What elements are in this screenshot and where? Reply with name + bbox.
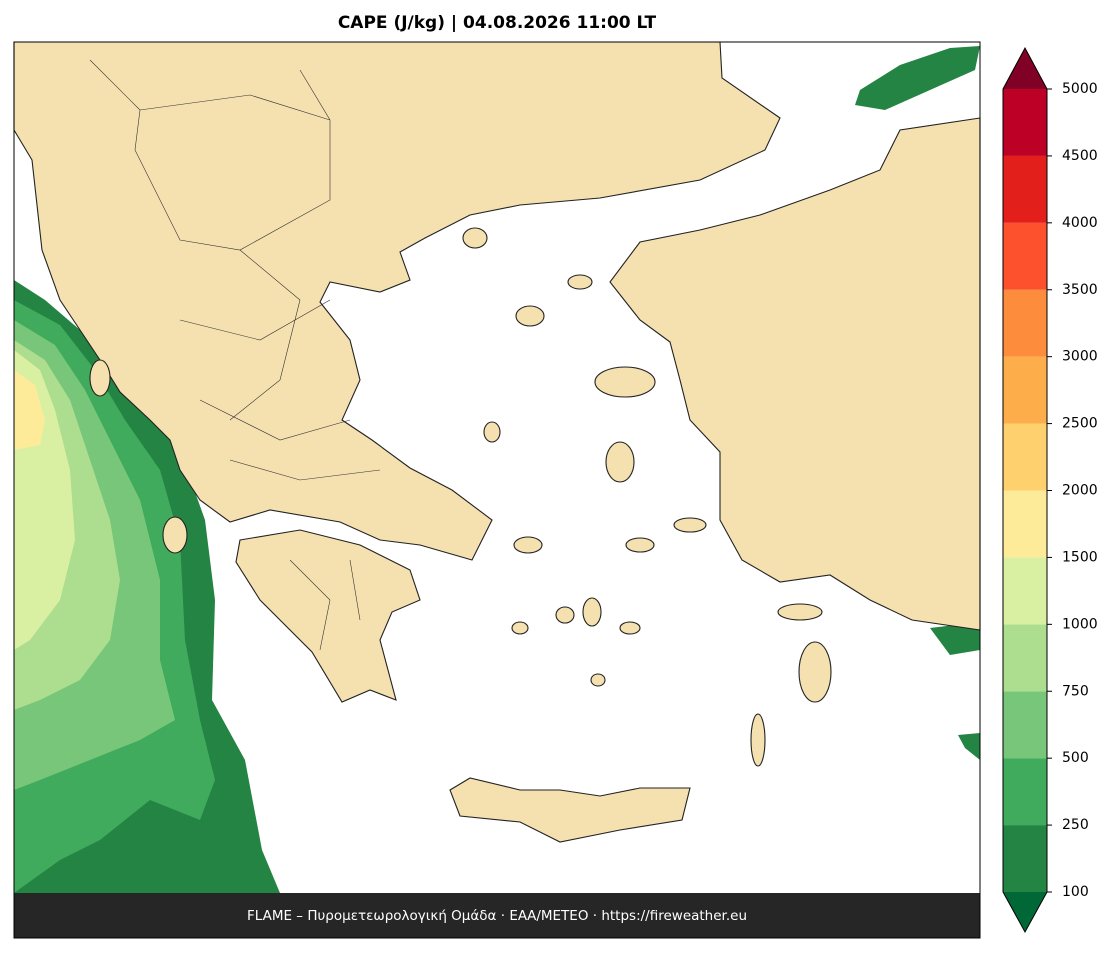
colorbar-bin	[1003, 758, 1047, 826]
map-frame	[13, 41, 981, 939]
colorbar-tick-label: 3000	[1062, 349, 1098, 365]
region-border	[89, 59, 381, 651]
footer-band	[14, 893, 980, 938]
island	[513, 536, 543, 554]
colorbar-extend-under	[1003, 892, 1047, 932]
footer-text: FLAME – Πυρομετεωρολογική Ομάδα · ΕΑΑ/ME…	[247, 908, 747, 924]
colorbar-bin	[1003, 490, 1047, 558]
colorbar-tick-label: 2500	[1062, 416, 1098, 432]
island	[590, 673, 606, 687]
land-balkans	[13, 41, 781, 561]
colorbar-tick-label: 1500	[1062, 549, 1098, 565]
colorbar-tick-label: 4500	[1062, 148, 1098, 164]
colorbar-bin	[1003, 624, 1047, 692]
island	[483, 421, 501, 443]
colorbar-tick-label: 4000	[1062, 215, 1098, 231]
colorbar-tick-label: 3500	[1062, 282, 1098, 298]
cape-area	[930, 622, 980, 655]
island	[462, 227, 488, 249]
island	[567, 274, 593, 290]
colorbar-tick-label: 1000	[1062, 616, 1098, 632]
colorbar-bin	[1003, 289, 1047, 357]
island	[673, 517, 707, 533]
land-peloponnese	[235, 529, 421, 703]
cape-area	[958, 733, 980, 760]
cape-area	[855, 46, 980, 110]
island	[511, 621, 529, 635]
colorbar-bin	[1003, 423, 1047, 491]
colorbar-tick-label: 250	[1062, 817, 1089, 833]
island	[582, 597, 602, 627]
colorbar-tick-label: 100	[1062, 884, 1089, 900]
island	[555, 606, 575, 624]
colorbar-bin	[1003, 356, 1047, 424]
island	[619, 621, 641, 635]
island	[798, 641, 832, 703]
island	[750, 713, 766, 767]
map-title: CAPE (J/kg) | 04.08.2026 11:00 LT	[338, 13, 657, 33]
colorbar-bin	[1003, 222, 1047, 290]
colorbar-tick-label: 750	[1062, 683, 1089, 699]
island	[605, 441, 635, 483]
colorbar-bin	[1003, 155, 1047, 223]
colorbar-bin	[1003, 691, 1047, 759]
colorbar-tick-label: 5000	[1062, 81, 1098, 97]
colorbar-bin	[1003, 557, 1047, 625]
island	[162, 516, 188, 554]
colorbar-bin	[1003, 89, 1047, 156]
land-crete	[449, 777, 691, 843]
colorbar-tick-label: 2000	[1062, 483, 1098, 499]
colorbar-tick-label: 500	[1062, 750, 1089, 766]
island	[89, 359, 111, 397]
map: FLAME – Πυρομετεωρολογική Ομάδα · ΕΑΑ/ME…	[13, 41, 981, 939]
land-turkey	[609, 117, 981, 631]
colorbar: 100 250 500 750 1000 1500 2000 2500 3000 3500 4000…	[1002, 46, 1098, 934]
cape-area	[14, 370, 45, 450]
colorbar-bin	[1003, 825, 1047, 892]
island	[594, 366, 656, 398]
colorbar-extend-over	[1003, 48, 1047, 89]
island	[625, 537, 655, 553]
island	[515, 305, 545, 327]
island	[777, 603, 823, 621]
